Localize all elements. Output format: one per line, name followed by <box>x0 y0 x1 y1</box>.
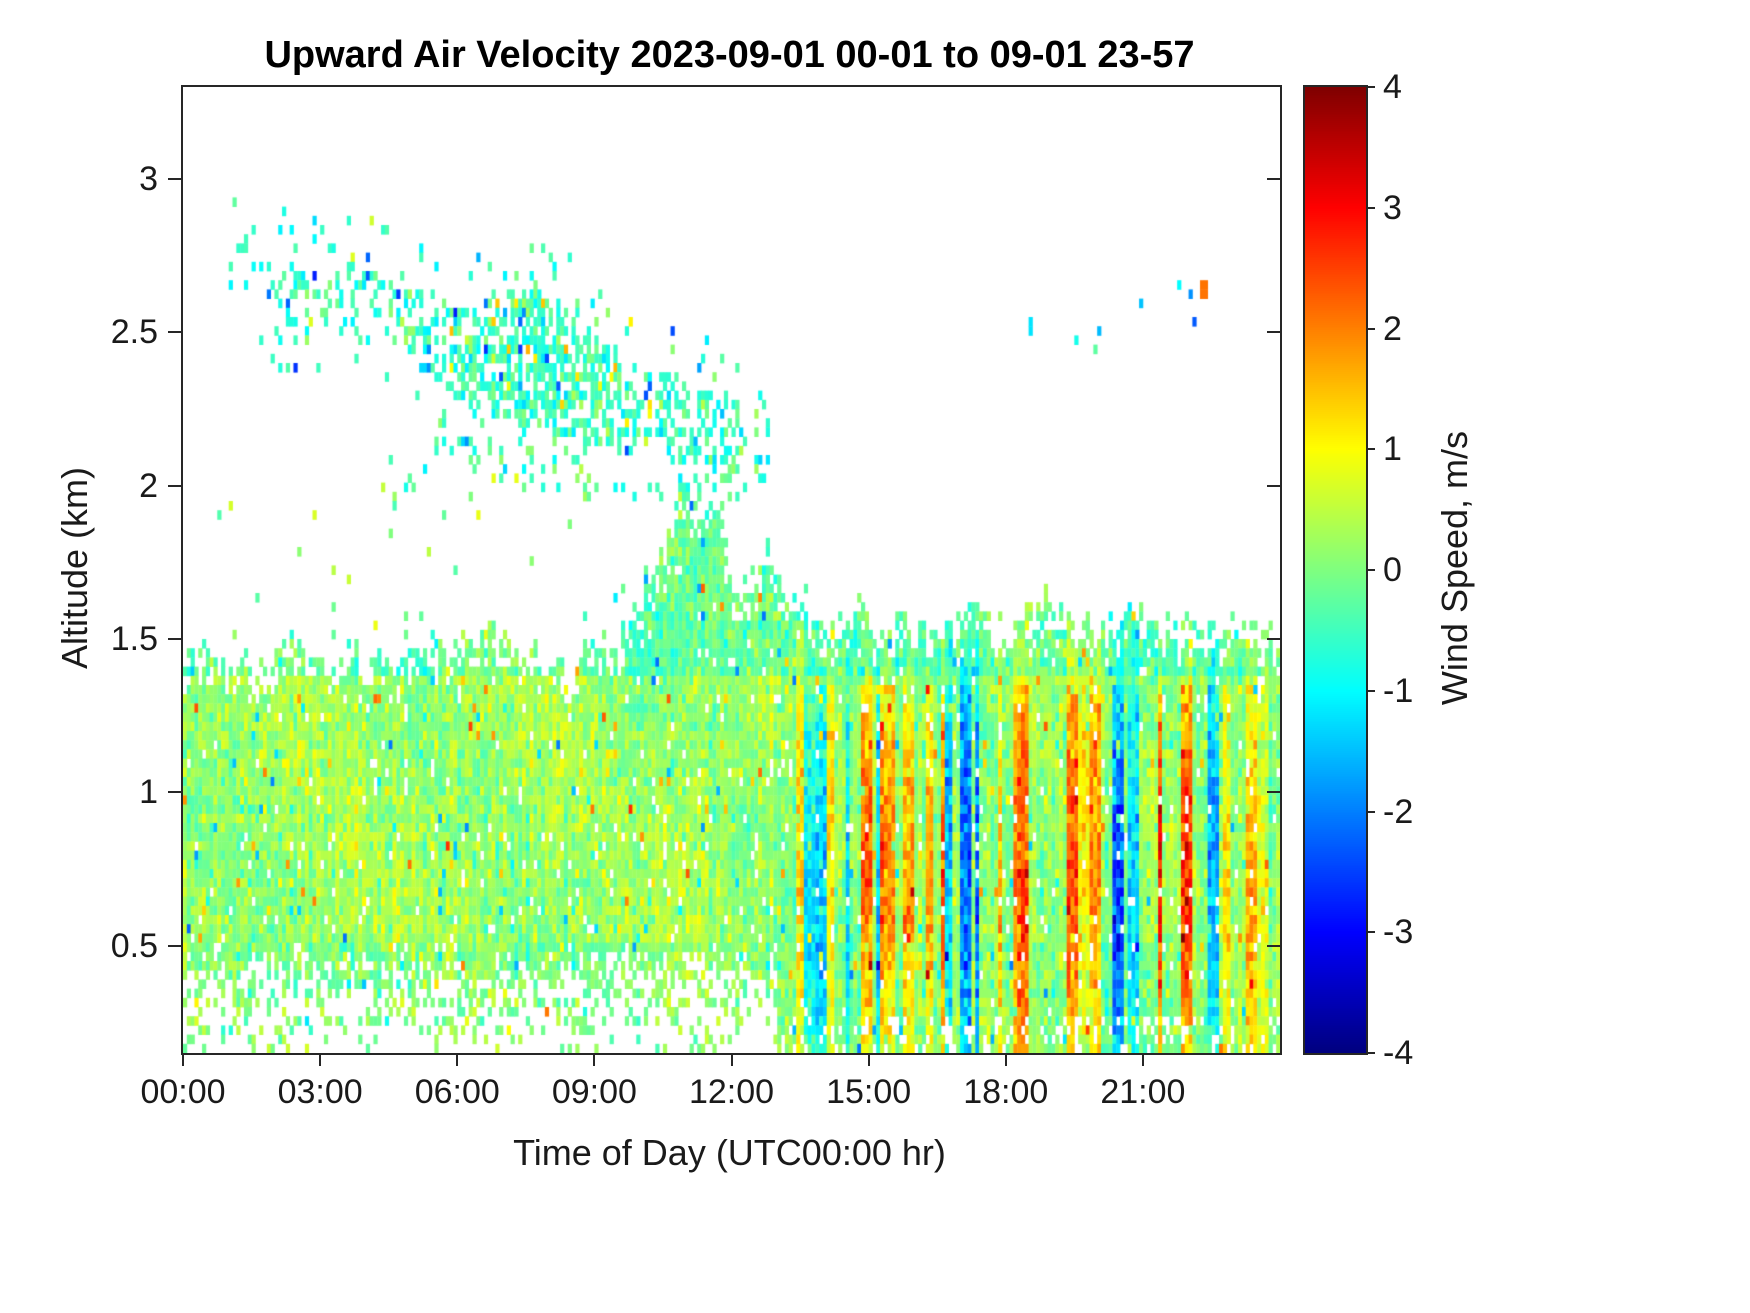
colorbar-canvas <box>1305 87 1366 1053</box>
x-tick-mark <box>456 1053 459 1066</box>
x-tick-mark <box>1004 1053 1007 1066</box>
y-tick-label: 0.5 <box>110 926 158 965</box>
y-tick-label: 1.5 <box>110 620 158 658</box>
colorbar-tick-mark <box>1366 931 1375 934</box>
colorbar-tick-mark <box>1366 1052 1375 1054</box>
y-tick-mark-right <box>1267 791 1280 794</box>
colorbar-tick-mark <box>1366 569 1375 571</box>
colorbar-tick-label: 4 <box>1383 68 1402 106</box>
colorbar-tick-label: -4 <box>1383 1034 1414 1072</box>
colorbar-tick-label: 1 <box>1383 430 1402 469</box>
x-tick-label: 12:00 <box>688 1073 775 1111</box>
colorbar-tick-mark <box>1366 810 1375 813</box>
x-tick-label: 03:00 <box>277 1073 363 1111</box>
colorbar-tick-label: -2 <box>1383 792 1414 831</box>
y-tick-mark-right <box>1267 178 1280 180</box>
colorbar-tick-label: 2 <box>1383 309 1402 348</box>
x-tick-label: 18:00 <box>963 1073 1049 1111</box>
y-tick-label: 3 <box>139 160 158 198</box>
colorbar-tick-label: -3 <box>1383 913 1414 952</box>
x-tick-label: 00:00 <box>140 1073 226 1111</box>
y-tick-label: 1 <box>139 773 158 812</box>
x-tick-mark <box>730 1053 733 1066</box>
y-tick-mark-right <box>1267 484 1280 487</box>
x-tick-mark <box>593 1053 596 1066</box>
x-tick-label: 15:00 <box>826 1073 912 1111</box>
y-tick-mark <box>168 484 181 487</box>
x-tick-mark <box>867 1053 870 1066</box>
colorbar-tick-label: -1 <box>1383 671 1414 710</box>
colorbar-tick-mark <box>1366 206 1375 209</box>
x-axis-label: Time of Day (UTC00:00 hr) <box>513 1132 946 1173</box>
plot-area: 00:00 03:00 06:00 09:00 12:00 15:00 18:00 21:00… <box>111 85 1282 1111</box>
y-tick-mark-right <box>1267 638 1280 640</box>
y-tick-label: 2 <box>139 466 158 505</box>
x-tick-mark <box>1141 1053 1144 1066</box>
y-tick-label: 2.5 <box>110 313 158 352</box>
y-tick-mark-right <box>1267 944 1280 947</box>
colorbar-tick-mark <box>1366 327 1375 330</box>
y-tick-mark <box>168 638 181 640</box>
colorbar-tick-mark <box>1366 448 1375 451</box>
x-tick-mark <box>182 1053 184 1066</box>
chart-title: Upward Air Velocity 2023-09-01 00-01 to … <box>264 34 1195 76</box>
colorbar-label: Wind Speed, m/s <box>1434 430 1475 706</box>
colorbar-tick-mark <box>1366 689 1375 692</box>
colorbar-tick-label: 3 <box>1383 188 1402 227</box>
heatmap-canvas <box>183 87 1280 1053</box>
x-tick-label: 06:00 <box>414 1073 500 1111</box>
y-tick-mark <box>168 944 181 947</box>
x-tick-label: 09:00 <box>551 1073 637 1111</box>
x-tick-mark <box>319 1053 322 1066</box>
y-tick-mark-right <box>1267 331 1280 334</box>
colorbar-tick-label: 0 <box>1383 551 1402 589</box>
y-tick-mark <box>168 331 181 334</box>
x-tick-label: 21:00 <box>1100 1073 1186 1111</box>
colorbar: 4 3 2 1 0 -1 -2 -3 -4 <box>1303 68 1413 1072</box>
y-tick-mark <box>168 791 181 794</box>
colorbar-tick-mark <box>1366 86 1375 88</box>
y-tick-mark <box>168 178 181 180</box>
